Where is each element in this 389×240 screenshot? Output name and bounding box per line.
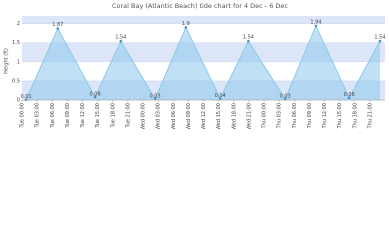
x-tick-label: Thu 18:00 (352, 103, 358, 129)
x-tick-label: Wed 21:00 (246, 103, 252, 129)
value-label: 0.03 (150, 93, 161, 99)
x-tick-label: Wed 06:00 (171, 103, 177, 129)
y-tick-label: 0 (17, 98, 20, 104)
value-label: 1.87 (52, 22, 63, 28)
band (22, 23, 385, 43)
page: {"chart_data":{"type":"area","title":"Co… (3, 2, 386, 129)
value-label: 0.03 (280, 93, 291, 99)
tide-line (25, 24, 381, 100)
band (22, 42, 385, 62)
x-tick-label: Thu 00:00 (262, 103, 268, 129)
tide-point (153, 97, 157, 101)
value-label: 1.9 (182, 21, 190, 27)
x-tick-label: Tue 00:00 (20, 103, 26, 129)
chart: Coral Bay (Atlantic Beach) tide chart fo… (4, 2, 386, 129)
tide-point (93, 95, 97, 99)
tide-area (26, 25, 380, 100)
tide-point (283, 97, 287, 101)
value-label: 1.54 (115, 35, 126, 41)
tide-point (119, 39, 123, 43)
band (22, 16, 385, 24)
tide-point (24, 98, 28, 101)
x-tick-label: Wed 15:00 (216, 103, 222, 129)
value-label: 0.04 (215, 93, 226, 99)
x-tick-label: Thu 15:00 (337, 103, 343, 129)
x-tick-label: Thu 03:00 (277, 103, 283, 129)
x-tick-label: Wed 00:00 (141, 103, 147, 129)
x-tick-label: Tue 09:00 (65, 103, 71, 129)
x-tick-label: Thu 21:00 (367, 103, 373, 129)
x-tick-label: Tue 06:00 (50, 103, 56, 129)
y-tick-label: 0.5 (12, 78, 20, 84)
x-tick-label: Wed 03:00 (156, 103, 162, 129)
x-tick-label: Tue 18:00 (110, 103, 116, 129)
value-label: 0.08 (90, 91, 101, 97)
tide-point (378, 39, 382, 43)
tide-point (247, 39, 250, 43)
x-tick-label: Wed 12:00 (201, 103, 207, 129)
tide-point (56, 27, 60, 30)
x-tick-label: Tue 03:00 (35, 103, 41, 129)
x-tick-label: Tue 12:00 (80, 103, 86, 129)
x-tick-label: Thu 12:00 (322, 103, 328, 129)
x-tick-label: Thu 06:00 (292, 103, 298, 129)
x-tick-label: Wed 18:00 (231, 103, 237, 129)
value-label: 1.54 (243, 35, 254, 41)
y-tick-label: 2 (17, 21, 20, 27)
chart-title: Coral Bay (Atlantic Beach) tide chart fo… (112, 2, 288, 10)
tide-point (314, 24, 318, 28)
value-label: 1.94 (310, 19, 321, 25)
x-tick-label: Thu 09:00 (307, 103, 313, 129)
tide-point (347, 96, 351, 100)
y-tick-label: 1.5 (12, 40, 20, 46)
value-label: 1.54 (374, 35, 385, 41)
y-axis-label: Height (ft) (4, 48, 10, 74)
x-tick-label: Tue 21:00 (125, 103, 131, 129)
y-tick-label: 1 (17, 59, 20, 65)
tide-point (218, 97, 222, 100)
x-tick-label: Tue 15:00 (95, 103, 101, 129)
x-tick-label: Wed 09:00 (186, 103, 192, 129)
value-label: 0.06 (344, 92, 355, 98)
value-label: 0.01 (20, 94, 31, 100)
tide-point (184, 26, 188, 29)
